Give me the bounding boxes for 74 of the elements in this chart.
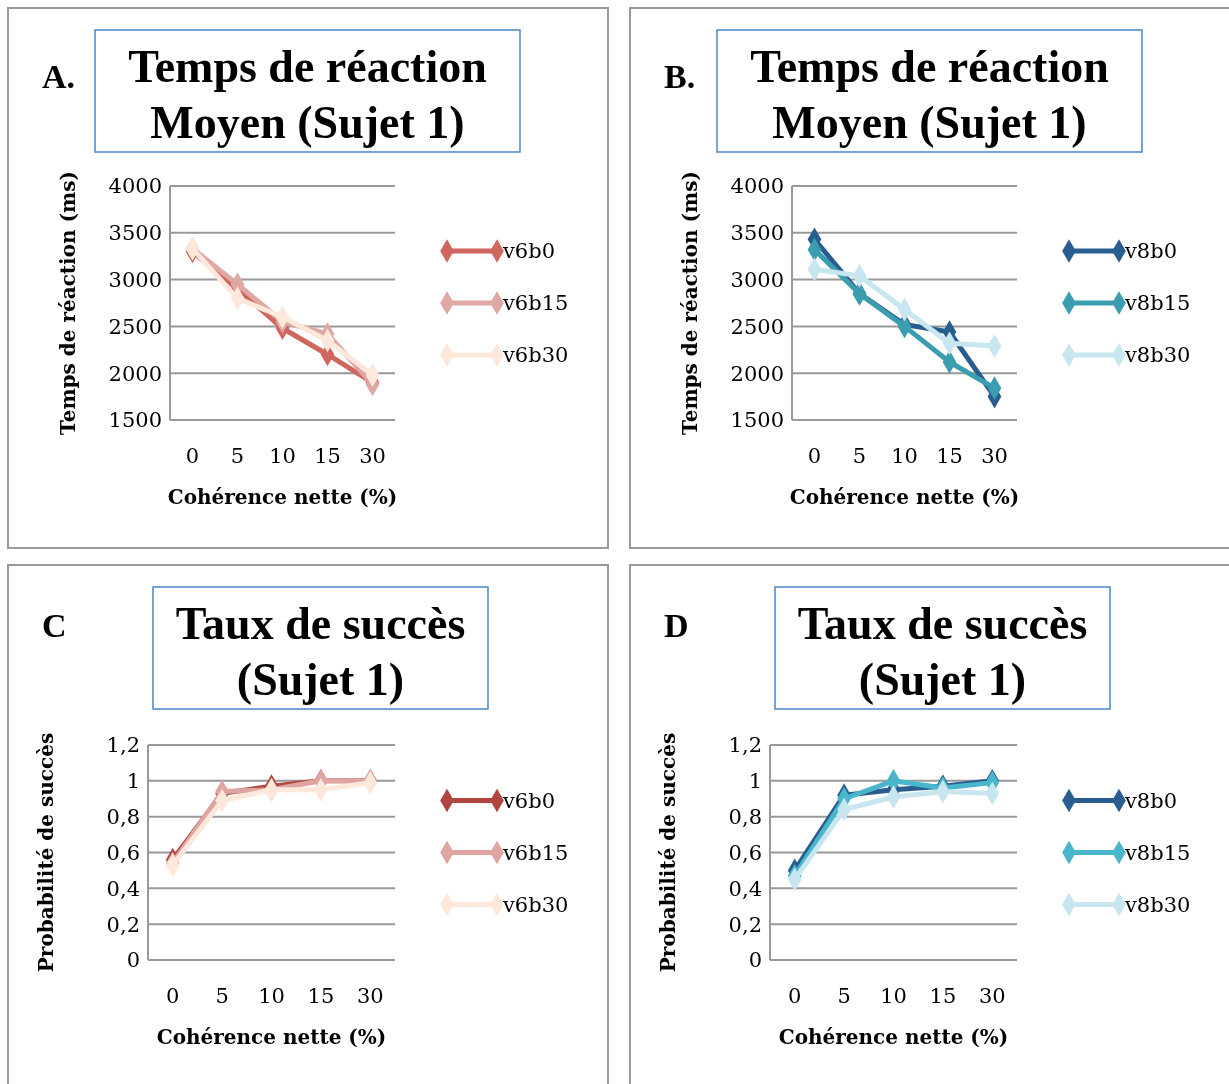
x-tick-label: 10	[258, 984, 285, 1008]
x-tick-label: 15	[314, 444, 341, 468]
x-tick-label: 30	[981, 444, 1008, 468]
y-axis-title: Temps de réaction (ms)	[56, 171, 80, 435]
legend-label: v8b30	[1124, 343, 1191, 368]
legend-label: v8b0	[1124, 239, 1178, 264]
x-tick-label: 10	[880, 984, 907, 1008]
legend-label: v8b15	[1124, 291, 1191, 316]
y-axis-title: Probabilité de succès	[656, 732, 680, 973]
y-tick-label: 1	[126, 769, 140, 794]
y-tick-label: 0,2	[728, 912, 762, 937]
legend-label: v6b0	[502, 788, 556, 813]
text: A.	[42, 58, 76, 95]
legend-label: v8b0	[1124, 788, 1178, 813]
x-tick-label: 30	[978, 984, 1006, 1008]
y-tick-label: 1500	[108, 408, 162, 433]
x-axis-title: Cohérence nette (%)	[778, 1025, 1009, 1049]
x-axis-title: Cohérence nette (%)	[156, 1025, 387, 1049]
legend-label: v6b30	[502, 343, 569, 368]
y-tick-label: 0	[748, 948, 762, 973]
legend-label: v6b15	[502, 840, 569, 865]
text: C	[42, 607, 67, 644]
y-tick-label: 1,2	[106, 733, 140, 758]
y-tick-label: 3000	[108, 267, 162, 292]
legend-label: v6b30	[502, 892, 569, 917]
y-tick-label: 1,2	[728, 733, 762, 758]
legend-label: v6b0	[502, 239, 556, 264]
y-tick-label: 0,6	[106, 840, 140, 865]
y-axis-title: Temps de réaction (ms)	[678, 171, 702, 435]
y-axis-title: Probabilité de succès	[34, 732, 58, 973]
x-tick-label: 0	[185, 444, 200, 468]
chart-title: Temps de réaction Moyen (Sujet 1)	[750, 41, 1109, 148]
y-tick-label: 0	[126, 948, 140, 973]
legend-label: v8b30	[1124, 892, 1191, 917]
x-tick-label: 10	[891, 444, 918, 468]
y-tick-label: 3500	[730, 221, 784, 246]
y-tick-label: 4000	[108, 174, 162, 199]
y-tick-label: 0,8	[106, 805, 140, 830]
x-tick-label: 10	[269, 444, 296, 468]
x-tick-label: 0	[788, 984, 802, 1008]
x-tick-label: 0	[807, 444, 822, 468]
legend-label: v6b15	[502, 291, 569, 316]
y-tick-label: 0,2	[106, 912, 140, 937]
chart-title: Taux de succès (Sujet 1)	[175, 598, 466, 705]
y-tick-label: 1	[748, 769, 762, 794]
x-tick-label: 15	[936, 444, 963, 468]
x-tick-label: 15	[929, 984, 957, 1008]
y-tick-label: 2500	[730, 314, 784, 339]
legend-label: v8b15	[1124, 840, 1191, 865]
x-tick-label: 15	[307, 984, 335, 1008]
text: D	[664, 607, 689, 644]
x-axis-title: Cohérence nette (%)	[167, 485, 398, 509]
y-tick-label: 4000	[730, 174, 784, 199]
text: B.	[664, 58, 696, 95]
y-tick-label: 0,6	[728, 840, 762, 865]
y-tick-label: 0,8	[728, 805, 762, 830]
chart-title: Taux de succès (Sujet 1)	[797, 598, 1088, 705]
y-tick-label: 1500	[730, 408, 784, 433]
y-tick-label: 0,4	[728, 876, 762, 901]
x-axis-title: Cohérence nette (%)	[789, 485, 1020, 509]
chart-title: Temps de réaction Moyen (Sujet 1)	[128, 41, 487, 148]
x-tick-label: 5	[837, 984, 851, 1008]
x-tick-label: 30	[356, 984, 384, 1008]
x-tick-label: 0	[166, 984, 180, 1008]
y-tick-label: 3000	[730, 267, 784, 292]
x-tick-label: 5	[852, 444, 867, 468]
y-tick-label: 0,4	[106, 876, 140, 901]
y-tick-label: 2000	[108, 361, 162, 386]
y-tick-label: 2000	[730, 361, 784, 386]
x-tick-label: 5	[215, 984, 229, 1008]
y-tick-label: 2500	[108, 314, 162, 339]
y-tick-label: 3500	[108, 221, 162, 246]
x-tick-label: 5	[230, 444, 245, 468]
x-tick-label: 30	[359, 444, 386, 468]
